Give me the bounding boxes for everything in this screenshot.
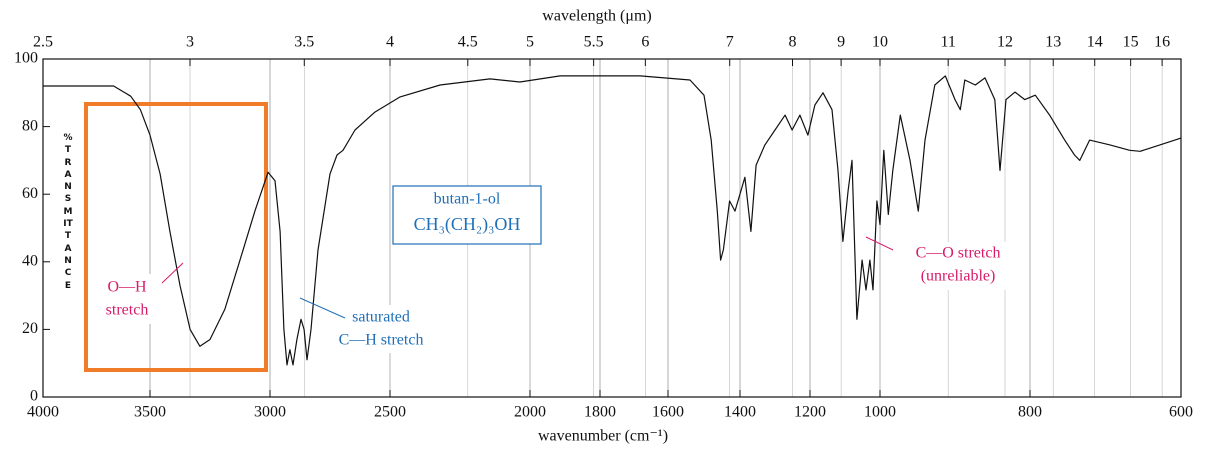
compound-name: butan-1-ol	[434, 191, 501, 208]
x-tick-label: 800	[1018, 404, 1042, 421]
y-tick-label: 0	[30, 388, 38, 405]
x2-tick-label: 9	[837, 34, 845, 51]
x2-tick-label: 3	[186, 34, 194, 51]
x2-tick-label: 5.5	[584, 34, 604, 51]
ticks: 0 20 40 60 80 100 4000 3500 3000 2500 2000 1800 1600…	[14, 34, 1193, 421]
spectrum-line	[43, 75, 1182, 366]
x-tick-label: 1000	[864, 404, 896, 421]
x2-tick-label: 5	[526, 34, 534, 51]
annotation: (unreliable)	[921, 268, 996, 285]
curve-layer	[43, 75, 1182, 366]
leader-line	[299, 297, 346, 319]
plot-frame	[42, 58, 1182, 398]
y-tick-label: 80	[22, 117, 38, 134]
x2-tick-label: 4.5	[458, 34, 478, 51]
x-tick-label: 3500	[134, 404, 166, 421]
compound-box	[392, 185, 542, 245]
leader-line	[865, 236, 894, 251]
x2-tick-label: 13	[1045, 34, 1061, 51]
x2-tick-label: 4	[386, 34, 394, 51]
x2-tick-label: 16	[1154, 34, 1170, 51]
annotations: O—H stretch saturated C—H stretch C—O stretc…	[106, 245, 1001, 349]
x2-tick-label: 15	[1123, 34, 1139, 51]
y-tick-label: 20	[22, 320, 38, 337]
x-tick-label: 1400	[724, 404, 756, 421]
x2-tick-label: 12	[997, 34, 1013, 51]
annotation: O—H	[107, 279, 147, 296]
x2-tick-label: 11	[940, 34, 955, 51]
x2-tick-label: 10	[872, 34, 888, 51]
compound-formula: CH₃(CH₂)₃OH	[414, 214, 521, 235]
x2-tick-label: 7	[726, 34, 734, 51]
x-axis-label: wavenumber (cm⁻¹)	[538, 428, 668, 445]
x-tick-label: 600	[1169, 404, 1193, 421]
x2-tick-label: 6	[641, 34, 649, 51]
x2-tick-label: 3.5	[294, 34, 314, 51]
x-tick-label: 3000	[254, 404, 286, 421]
annotation: C—O stretch	[916, 245, 1001, 262]
x-tick-label: 1600	[652, 404, 684, 421]
x2-tick-label: 2.5	[33, 34, 53, 51]
y-axis-label: %TRANSMITTANCE	[63, 133, 73, 291]
grid	[42, 59, 1182, 397]
x2-axis-label: wavelength (μm)	[542, 8, 651, 25]
highlight-box	[84, 102, 268, 372]
leader-line	[161, 262, 184, 284]
y-tick-label: 100	[14, 50, 38, 67]
x-tick-label: 2500	[374, 404, 406, 421]
x-tick-label: 4000	[27, 404, 59, 421]
annotation-box	[897, 242, 1019, 290]
x2-tick-label: 14	[1087, 34, 1103, 51]
y-tick-label: 40	[22, 252, 38, 269]
x-tick-label: 2000	[514, 404, 546, 421]
annotation: C—H stretch	[339, 332, 424, 349]
y-tick-label: 60	[22, 185, 38, 202]
annotation-box	[93, 274, 161, 324]
annotation: stretch	[106, 302, 149, 319]
x2-tick-label: 8	[789, 34, 797, 51]
annotation-box	[320, 305, 442, 353]
annotation: saturated	[352, 309, 410, 326]
x-tick-label: 1200	[794, 404, 826, 421]
x-tick-label: 1800	[584, 404, 616, 421]
